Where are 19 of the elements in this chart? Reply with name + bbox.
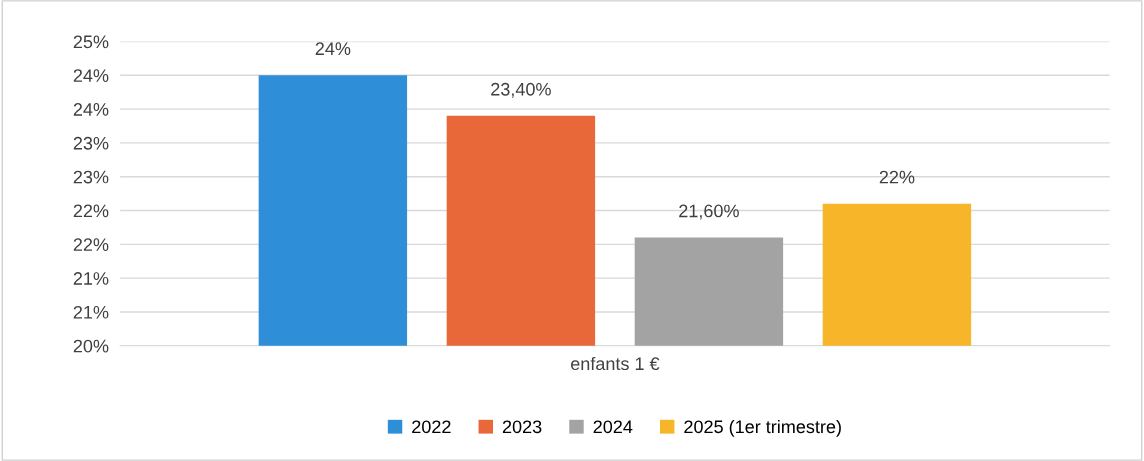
y-tick-label: 22% xyxy=(73,204,109,218)
y-tick-label: 22% xyxy=(73,238,109,251)
x-tick-label: enfants 1 € xyxy=(571,356,660,371)
legend-label: 2024 xyxy=(593,420,633,434)
y-tick-label: 24% xyxy=(73,69,109,82)
y-tick-label: 23% xyxy=(73,170,109,184)
legend-label: 2022 xyxy=(412,420,451,434)
y-tick-label: 24% xyxy=(73,103,109,116)
legend-label: 2023 xyxy=(502,420,542,434)
data-label: 21,60% xyxy=(679,204,739,220)
data-label: 23,40% xyxy=(491,82,551,98)
data-label: 24% xyxy=(315,42,351,55)
y-tick-label: 21% xyxy=(73,305,109,319)
y-tick-label: 23% xyxy=(73,136,109,150)
y-tick-label: 20% xyxy=(73,339,109,353)
data-label: 22% xyxy=(879,170,915,184)
legend-label: 2025 (1er trimestre) xyxy=(684,419,841,437)
y-tick-label: 25% xyxy=(73,35,109,49)
y-tick-label: 21% xyxy=(73,272,109,285)
